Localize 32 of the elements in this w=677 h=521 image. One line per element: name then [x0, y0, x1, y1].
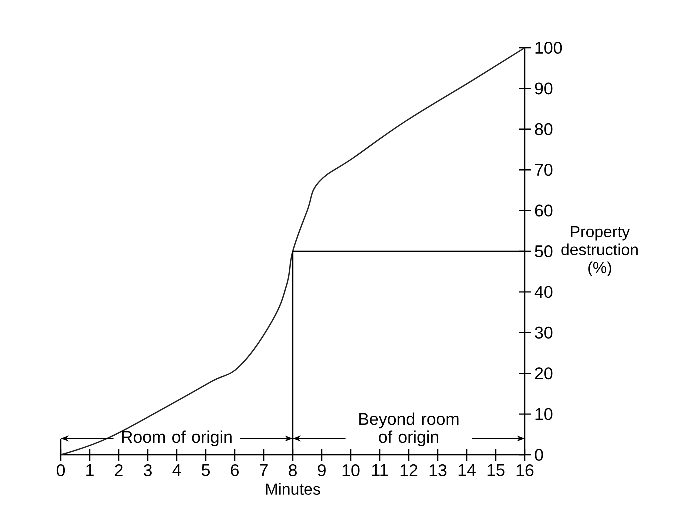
x-tick-label: 4	[172, 464, 182, 476]
y-tick-label: 10	[536, 408, 553, 420]
y-tick-label: 40	[534, 286, 553, 298]
x-tick-label: 15	[488, 464, 505, 476]
y-tick-label: 90	[535, 82, 553, 95]
y-tick-label: 30	[535, 326, 553, 339]
x-tick-label: 5	[202, 464, 210, 476]
annotation: Beyond room of origin	[360, 412, 459, 447]
y-tick-label: 60	[535, 204, 553, 217]
y-tick-label: 100	[536, 42, 562, 54]
x-tick-label: 14	[458, 464, 476, 476]
y-tick-label: 0	[535, 449, 544, 462]
x-tick-label: 9	[318, 464, 326, 476]
x-tick-label: 11	[372, 464, 388, 476]
x-tick-label: 8	[289, 464, 297, 476]
x-tick-label: 1	[86, 464, 94, 476]
x-tick-label: 13	[430, 464, 447, 476]
x-tick-label: 3	[144, 464, 152, 476]
annotation: Room of origin	[122, 430, 232, 447]
x-tick-label: 6	[231, 464, 239, 476]
x-tick-label: 16	[516, 464, 534, 476]
x-tick-label: 12	[400, 464, 418, 476]
y-tick-label: 50	[535, 246, 553, 258]
x-axis-title: Minutes	[266, 483, 320, 496]
y-tick-label: 70	[535, 164, 553, 176]
y-axis-title: Property destruction (%)	[562, 226, 638, 277]
x-tick-label: 7	[260, 464, 268, 476]
x-tick-label: 0	[56, 464, 66, 476]
x-tick-label: 2	[115, 464, 123, 476]
y-tick-label: 80	[535, 123, 553, 136]
y-tick-label: 20	[535, 368, 553, 380]
x-tick-label: 10	[342, 464, 360, 476]
